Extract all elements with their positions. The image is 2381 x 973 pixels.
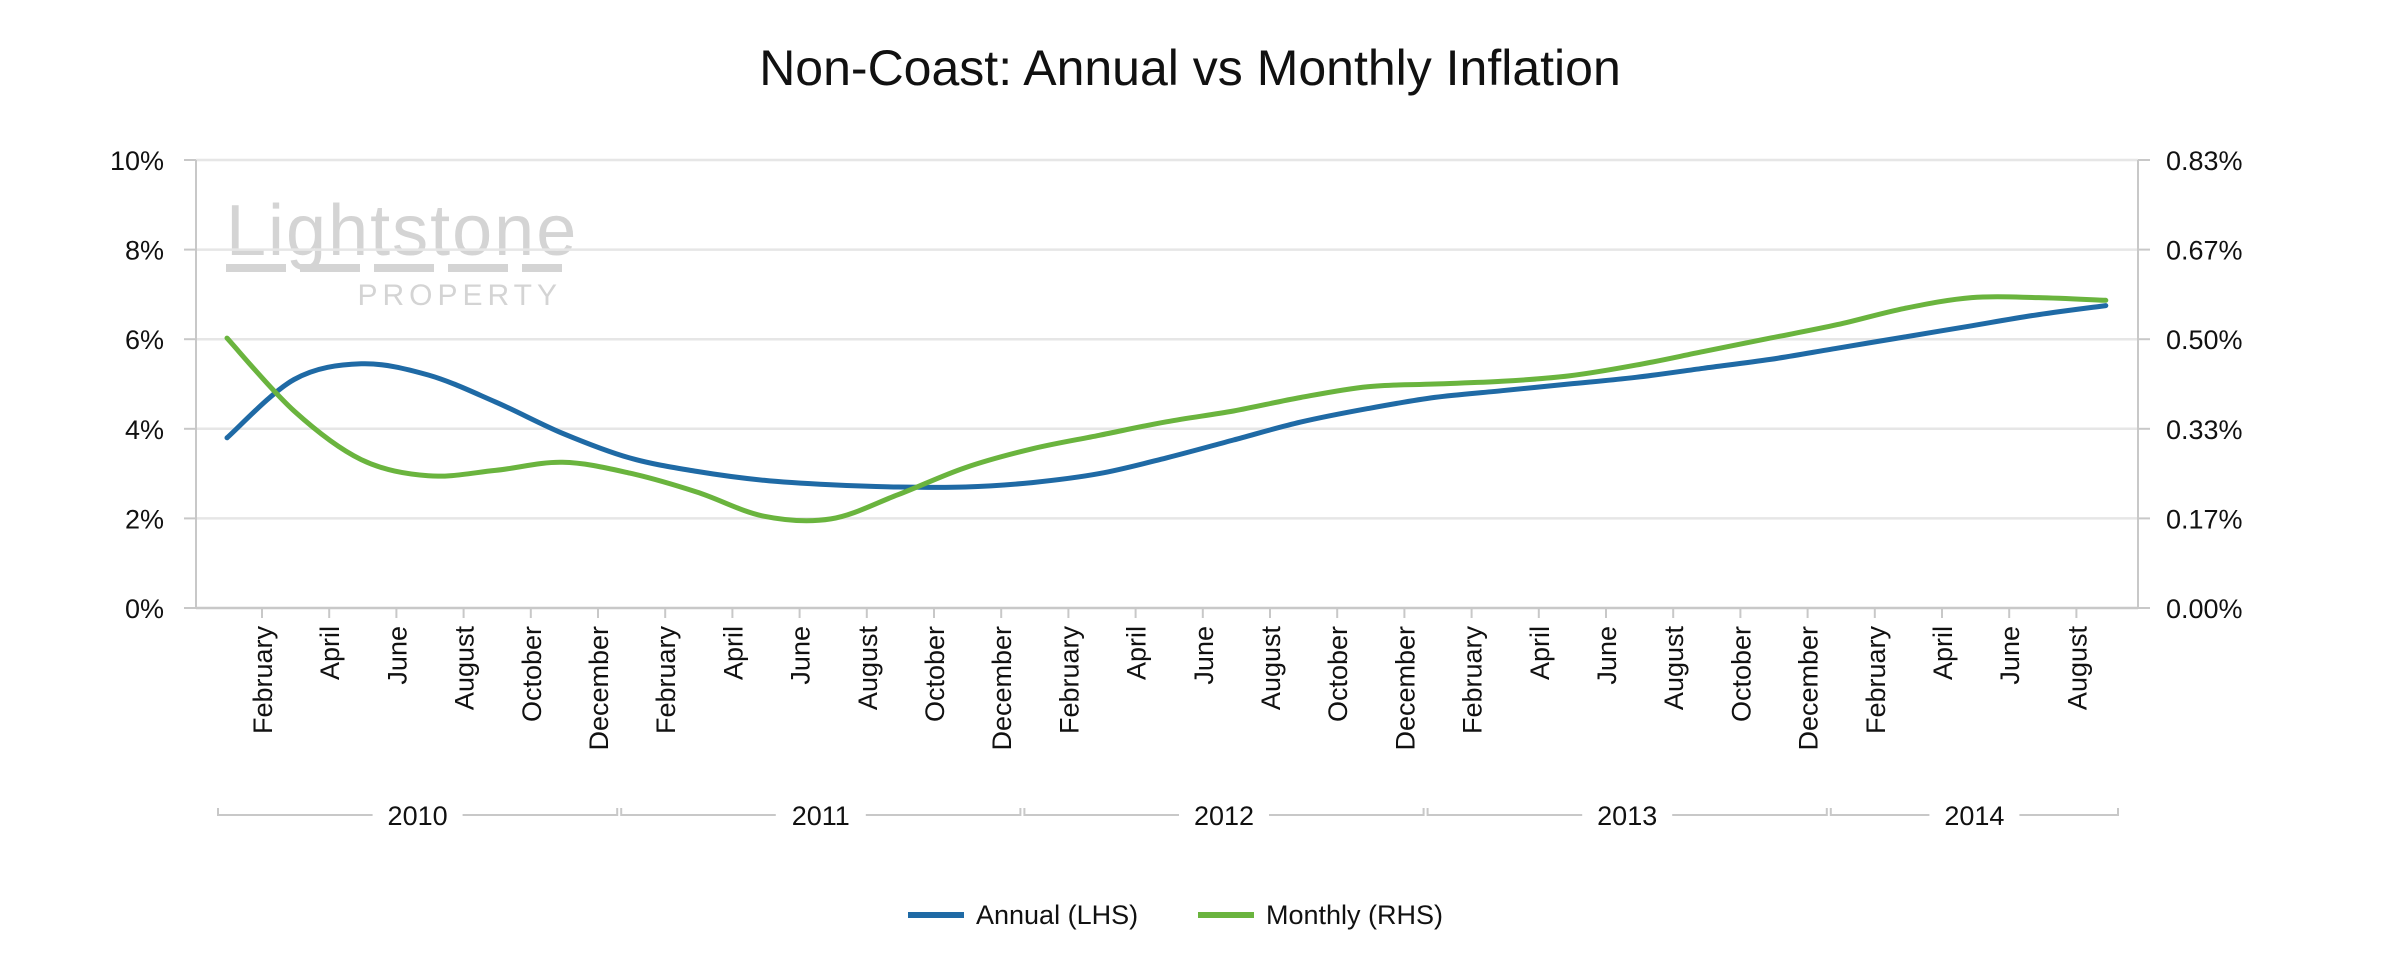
left-tick-label: 4% xyxy=(125,415,164,445)
month-tick-label: December xyxy=(987,626,1017,751)
year-label: 2010 xyxy=(388,801,448,831)
year-bracket-right xyxy=(462,808,619,816)
month-tick-label: February xyxy=(1458,626,1488,735)
month-tick-label: October xyxy=(1726,626,1756,722)
month-tick-label: December xyxy=(1794,626,1824,751)
month-tick-label: June xyxy=(1995,626,2025,685)
right-tick-label: 0.83% xyxy=(2166,146,2243,176)
month-tick-label: October xyxy=(920,626,950,722)
month-tick-label: June xyxy=(1189,626,1219,685)
axes xyxy=(195,160,2139,610)
month-tick-label: August xyxy=(450,626,480,711)
right-tick-label: 0.33% xyxy=(2166,415,2243,445)
month-tick-label: February xyxy=(1861,626,1891,735)
right-tick-label: 0.50% xyxy=(2166,325,2243,355)
left-tick-label: 8% xyxy=(125,236,164,266)
month-tick-label: August xyxy=(853,626,883,711)
monthly-series-line xyxy=(224,294,2109,524)
gridlines xyxy=(184,158,2150,609)
month-axis-ticks: February April June August October December Fe… xyxy=(248,608,2092,751)
month-tick-label: December xyxy=(1390,626,1420,751)
month-tick-label: February xyxy=(651,626,681,735)
left-tick-label: 6% xyxy=(125,325,164,355)
left-tick-label: 2% xyxy=(125,504,164,534)
chart-title: Non-Coast: Annual vs Monthly Inflation xyxy=(759,40,1621,96)
watermark-subtext: PROPERTY xyxy=(358,279,563,312)
right-tick-label: 0.67% xyxy=(2166,236,2243,266)
month-tick-label: June xyxy=(382,626,412,685)
month-tick-label: October xyxy=(1323,626,1353,722)
right-tick-label: 0.00% xyxy=(2166,594,2243,624)
watermark-logo-text: Lightstone xyxy=(226,191,578,271)
right-axis-ticks: 0.00% 0.17% 0.33% 0.50% 0.67% 0.83% xyxy=(2166,146,2243,624)
year-bracket-right xyxy=(2019,808,2119,816)
month-tick-label: February xyxy=(1054,626,1084,735)
year-label: 2014 xyxy=(1944,801,2004,831)
year-axis-groups: 2010 2011 2012 2013 2014 xyxy=(217,801,2119,831)
month-tick-label: August xyxy=(1256,626,1286,711)
year-bracket-right xyxy=(1672,808,1828,816)
month-tick-label: April xyxy=(1122,626,1152,680)
year-label: 2012 xyxy=(1194,801,1254,831)
year-bracket-left xyxy=(620,808,776,816)
left-tick-label: 10% xyxy=(110,146,164,176)
month-tick-label: August xyxy=(1659,626,1689,711)
month-tick-label: August xyxy=(2062,626,2092,711)
month-tick-label: December xyxy=(584,626,614,751)
year-bracket-left xyxy=(1426,808,1583,816)
left-tick-label: 0% xyxy=(125,594,164,624)
legend: Annual (LHS) Monthly (RHS) xyxy=(908,900,1443,930)
month-tick-label: April xyxy=(315,626,345,680)
month-tick-label: June xyxy=(1592,626,1622,685)
year-bracket-left xyxy=(217,808,373,816)
month-tick-label: April xyxy=(1525,626,1555,680)
year-label: 2011 xyxy=(792,801,850,831)
month-tick-label: April xyxy=(718,626,748,680)
series-lines xyxy=(224,294,2109,524)
month-tick-label: October xyxy=(517,626,547,722)
legend-annual-label: Annual (LHS) xyxy=(976,900,1138,930)
year-bracket-right xyxy=(1269,808,1425,816)
watermark: Lightstone PROPERTY xyxy=(226,191,578,312)
month-tick-label: June xyxy=(786,626,816,685)
legend-monthly-label: Monthly (RHS) xyxy=(1266,900,1443,930)
year-bracket-left xyxy=(1829,808,1930,816)
month-tick-label: February xyxy=(248,626,278,735)
year-bracket-left xyxy=(1023,808,1179,816)
year-bracket-right xyxy=(865,808,1022,816)
month-tick-label: April xyxy=(1928,626,1958,680)
right-tick-label: 0.17% xyxy=(2166,504,2243,534)
year-label: 2013 xyxy=(1597,801,1657,831)
annual-series-line xyxy=(224,303,2109,490)
left-axis-ticks: 0% 2% 4% 6% 8% 10% xyxy=(110,146,164,624)
